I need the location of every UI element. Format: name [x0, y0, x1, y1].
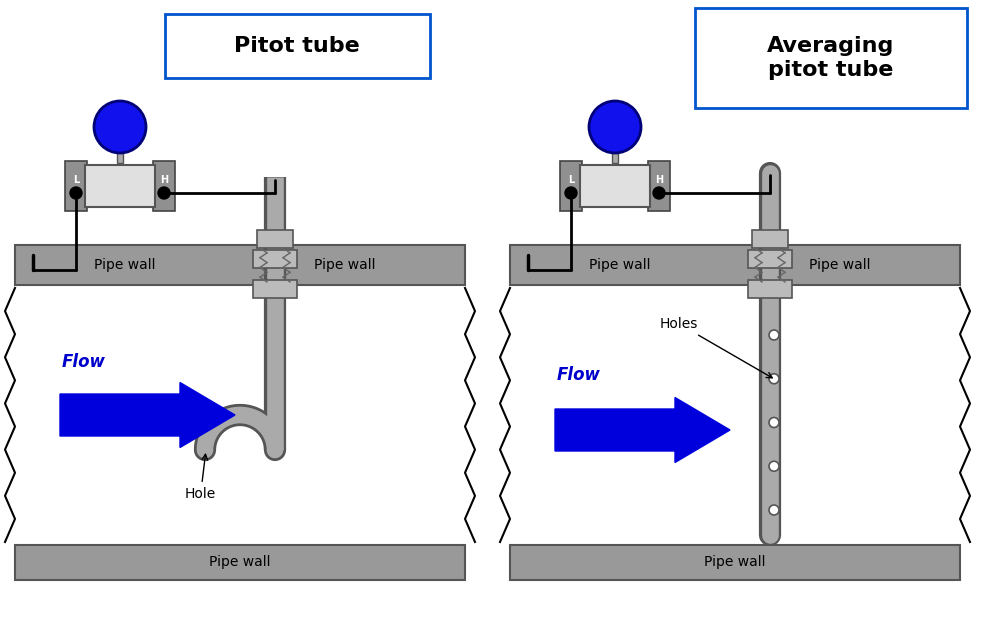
Bar: [253, 280, 297, 298]
Text: Pipe wall: Pipe wall: [314, 258, 376, 272]
FancyArrow shape: [60, 383, 235, 447]
Circle shape: [70, 187, 82, 199]
Circle shape: [565, 187, 577, 199]
Circle shape: [769, 330, 779, 340]
Text: Pitot tube: Pitot tube: [234, 36, 360, 56]
Bar: [752, 230, 788, 248]
Circle shape: [94, 101, 146, 153]
Text: Flow: Flow: [62, 353, 106, 371]
Circle shape: [653, 187, 665, 199]
Text: Holes: Holes: [660, 317, 772, 378]
FancyBboxPatch shape: [165, 14, 430, 78]
Text: H: H: [655, 175, 663, 185]
Text: Pipe wall: Pipe wall: [590, 258, 651, 272]
Bar: [257, 230, 293, 248]
Text: Pipe wall: Pipe wall: [209, 555, 271, 569]
FancyArrow shape: [555, 397, 730, 463]
Bar: [612, 151, 618, 163]
Bar: [748, 280, 792, 298]
Bar: [648, 161, 670, 211]
Bar: [15, 545, 465, 580]
Bar: [253, 250, 297, 268]
Circle shape: [769, 418, 779, 428]
Circle shape: [158, 187, 170, 199]
Bar: [15, 285, 465, 545]
FancyBboxPatch shape: [695, 8, 967, 108]
Bar: [153, 161, 175, 211]
Circle shape: [769, 374, 779, 384]
Bar: [510, 245, 960, 285]
Text: Hole: Hole: [185, 454, 216, 501]
Text: Pipe wall: Pipe wall: [94, 258, 156, 272]
Bar: [510, 545, 960, 580]
Text: H: H: [160, 175, 168, 185]
Bar: [510, 285, 960, 545]
Bar: [580, 165, 650, 207]
Circle shape: [769, 505, 779, 515]
Bar: [65, 161, 87, 211]
Circle shape: [769, 462, 779, 471]
Bar: [560, 161, 582, 211]
Bar: [15, 245, 465, 285]
Text: L: L: [568, 175, 574, 185]
Text: L: L: [73, 175, 79, 185]
Bar: [117, 151, 123, 163]
Text: Pipe wall: Pipe wall: [705, 555, 766, 569]
Text: Flow: Flow: [557, 366, 601, 384]
Circle shape: [589, 101, 641, 153]
Bar: [85, 165, 155, 207]
Text: Averaging
pitot tube: Averaging pitot tube: [767, 36, 895, 80]
Text: Pipe wall: Pipe wall: [810, 258, 871, 272]
Bar: [748, 250, 792, 268]
